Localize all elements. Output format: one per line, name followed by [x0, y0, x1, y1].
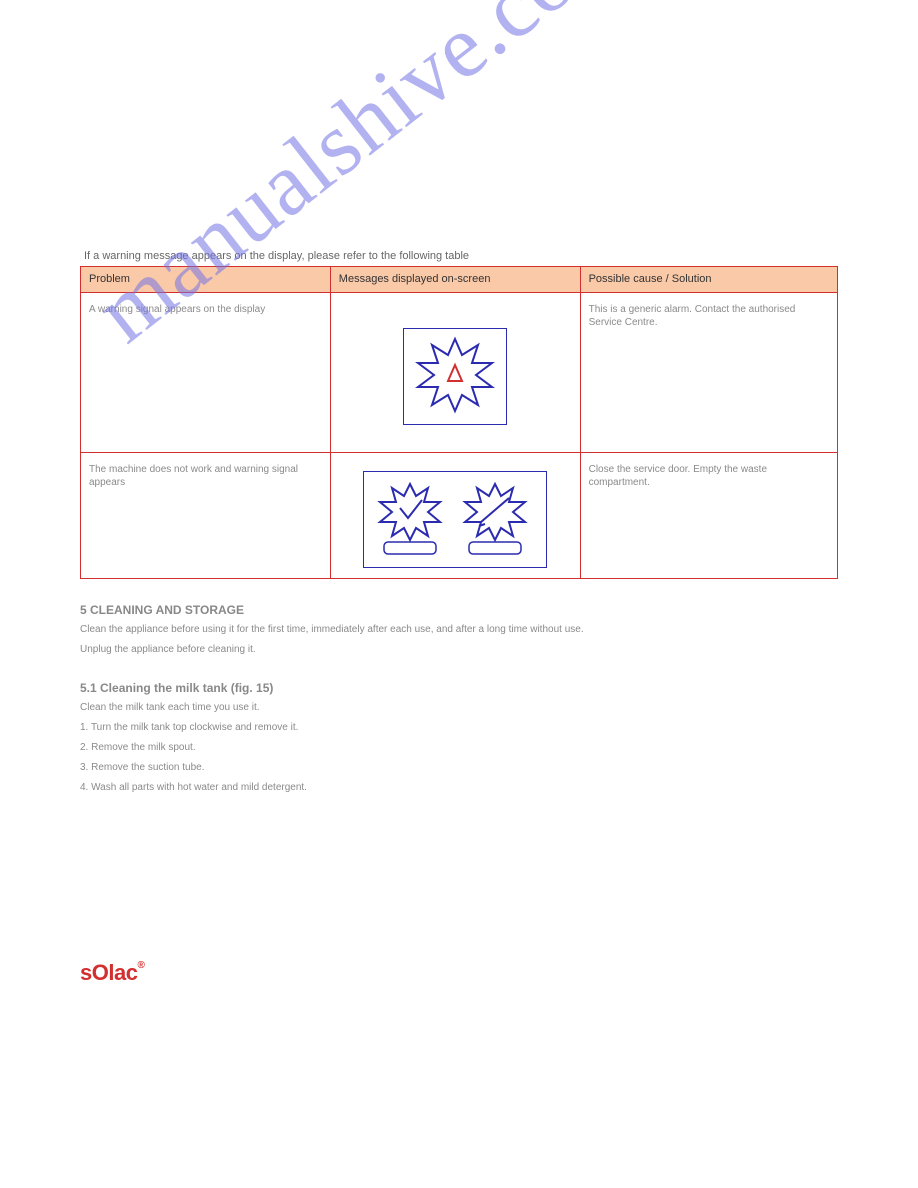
section-body-2d: 3. Remove the suction tube. [80, 761, 838, 775]
cell-cause-1: This is a generic alarm. Contact the aut… [580, 293, 837, 453]
section-milk-tank: 5.1 Cleaning the milk tank (fig. 15) Cle… [80, 681, 838, 795]
intro-note: If a warning message appears on the disp… [80, 250, 838, 262]
table-row: The machine does not work and warning si… [81, 453, 838, 579]
section-cleaning: 5 CLEANING AND STORAGE Clean the applian… [80, 603, 838, 657]
cell-problem-2: The machine does not work and warning si… [81, 453, 331, 579]
double-burst-icon [363, 471, 547, 568]
warning-table: Problem Messages displayed on-screen Pos… [80, 266, 838, 579]
page-content: If a warning message appears on the disp… [80, 250, 838, 801]
cell-problem-1: A warning signal appears on the display [81, 293, 331, 453]
table-header-problem: Problem [81, 267, 331, 293]
cell-icon-2 [330, 453, 580, 579]
section-body-2b: 1. Turn the milk tank top clockwise and … [80, 721, 838, 735]
section-title-1: 5 CLEANING AND STORAGE [80, 603, 838, 617]
cell-cause-2: Close the service door. Empty the waste … [580, 453, 837, 579]
section-title-2: 5.1 Cleaning the milk tank (fig. 15) [80, 681, 838, 695]
section-body-2c: 2. Remove the milk spout. [80, 741, 838, 755]
section-body-2e: 4. Wash all parts with hot water and mil… [80, 781, 838, 795]
table-header-cause: Possible cause / Solution [580, 267, 837, 293]
warning-burst-icon [403, 328, 507, 425]
section-body-1b: Unplug the appliance before cleaning it. [80, 643, 838, 657]
brand-logo: sOlac® [80, 960, 144, 986]
table-header-messages: Messages displayed on-screen [330, 267, 580, 293]
table-row: A warning signal appears on the display … [81, 293, 838, 453]
table-header-row: Problem Messages displayed on-screen Pos… [81, 267, 838, 293]
section-body-1a: Clean the appliance before using it for … [80, 623, 838, 637]
cell-icon-1 [330, 293, 580, 453]
section-body-2a: Clean the milk tank each time you use it… [80, 701, 838, 715]
